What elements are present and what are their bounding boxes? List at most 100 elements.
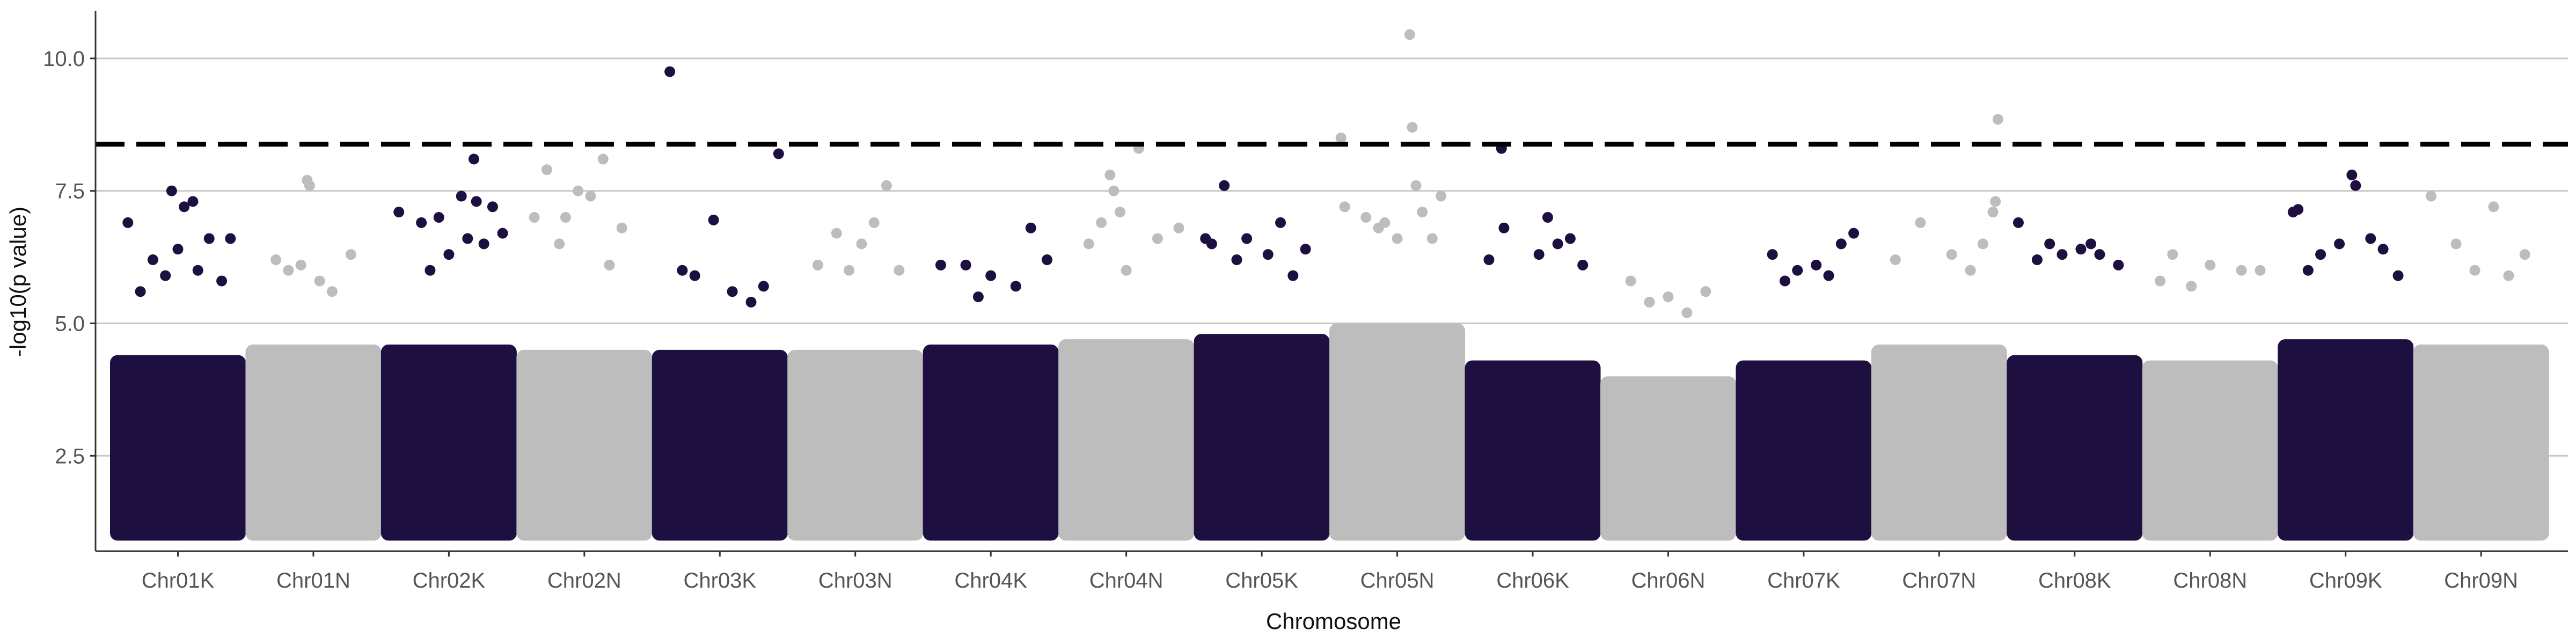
data-point — [2113, 259, 2124, 270]
data-point — [894, 265, 905, 276]
data-point — [2425, 191, 2436, 202]
data-point — [147, 254, 158, 266]
point-cloud — [1058, 339, 1195, 541]
data-point — [2315, 249, 2326, 260]
data-point — [283, 265, 294, 276]
data-point — [2205, 259, 2216, 270]
dense-point-clouds — [110, 323, 2549, 541]
x-tick-label: Chr05N — [1360, 569, 1435, 592]
data-point — [2392, 270, 2404, 281]
y-tick-label: 10.0 — [43, 47, 85, 71]
data-point — [425, 265, 436, 276]
data-point — [868, 217, 880, 228]
data-point — [416, 217, 427, 228]
data-point — [1104, 170, 1116, 181]
data-point — [727, 286, 738, 297]
data-point — [2503, 270, 2514, 281]
point-cloud — [1736, 360, 1872, 541]
point-cloud — [110, 355, 246, 541]
data-point — [1275, 217, 1286, 228]
data-point — [1823, 270, 1834, 281]
data-point — [1287, 270, 1299, 281]
data-point — [1335, 132, 1346, 143]
data-point — [560, 212, 571, 223]
data-point — [166, 185, 177, 196]
data-point — [2186, 281, 2197, 292]
data-point — [1373, 222, 1384, 233]
data-point — [1965, 265, 1976, 276]
x-tick-labels: Chr01K Chr01N Chr02K Chr02N Chr03K Chr03N Chr0… — [142, 551, 2518, 592]
data-point — [433, 212, 444, 223]
data-point — [2302, 265, 2314, 276]
data-point — [443, 249, 455, 260]
data-point — [1115, 207, 1125, 218]
data-point — [541, 164, 552, 175]
data-point — [1946, 249, 1957, 260]
data-point — [462, 233, 473, 244]
data-point — [203, 233, 215, 244]
x-tick-label: Chr08K — [2038, 569, 2111, 592]
data-point — [295, 259, 306, 270]
point-cloud — [380, 344, 517, 541]
point-cloud — [245, 344, 382, 541]
data-point — [172, 244, 184, 255]
point-cloud — [652, 349, 788, 541]
data-point — [478, 238, 489, 250]
data-point — [487, 201, 498, 213]
data-point — [689, 270, 700, 281]
data-point — [745, 296, 757, 308]
data-point — [1436, 191, 1447, 202]
data-point — [2075, 244, 2087, 255]
data-point — [1779, 275, 1790, 287]
x-tick-label: Chr03N — [818, 569, 892, 592]
data-point — [677, 265, 688, 276]
data-points — [122, 29, 2530, 318]
data-point — [2365, 233, 2376, 244]
data-point — [1792, 265, 1803, 276]
y-tick-labels: 2.5 5.0 7.5 10.0 — [43, 47, 96, 468]
data-point — [1300, 244, 1311, 255]
point-cloud — [1871, 344, 2007, 541]
data-point — [1206, 238, 1217, 250]
data-point — [160, 270, 171, 281]
data-point — [1577, 259, 1589, 270]
data-point — [135, 286, 146, 297]
x-tick-label: Chr06N — [1631, 569, 1706, 592]
point-cloud — [1329, 323, 1466, 541]
point-cloud — [2278, 339, 2414, 541]
data-point — [2057, 249, 2068, 260]
data-point — [216, 275, 228, 287]
point-cloud — [2007, 355, 2143, 541]
data-point — [573, 185, 584, 196]
data-point — [1992, 114, 2003, 125]
data-point — [1360, 212, 1372, 223]
data-point — [812, 259, 823, 270]
data-point — [1241, 233, 1253, 244]
data-point — [1025, 222, 1036, 233]
data-point — [1663, 291, 1674, 303]
x-tick-label: Chr06K — [1496, 569, 1569, 592]
data-point — [1096, 217, 1107, 228]
data-point — [554, 238, 565, 250]
point-cloud — [923, 344, 1059, 541]
data-point — [1152, 233, 1163, 244]
data-point — [664, 66, 676, 77]
data-point — [1339, 201, 1350, 213]
data-point — [1542, 212, 1553, 223]
data-point — [2450, 238, 2462, 250]
point-cloud — [2142, 360, 2278, 541]
data-point — [1426, 233, 1438, 244]
data-point — [1121, 265, 1132, 276]
data-point — [2350, 180, 2361, 191]
data-point — [345, 249, 356, 260]
data-point — [985, 270, 997, 281]
data-point — [2236, 265, 2247, 276]
data-point — [708, 214, 719, 225]
point-cloud — [1600, 376, 1736, 541]
data-point — [314, 275, 325, 287]
x-axis-label: Chromosome — [1266, 609, 1401, 634]
data-point — [1219, 180, 1230, 191]
x-tick-label: Chr02N — [547, 569, 621, 592]
data-point — [831, 228, 842, 239]
data-point — [1498, 222, 1510, 233]
